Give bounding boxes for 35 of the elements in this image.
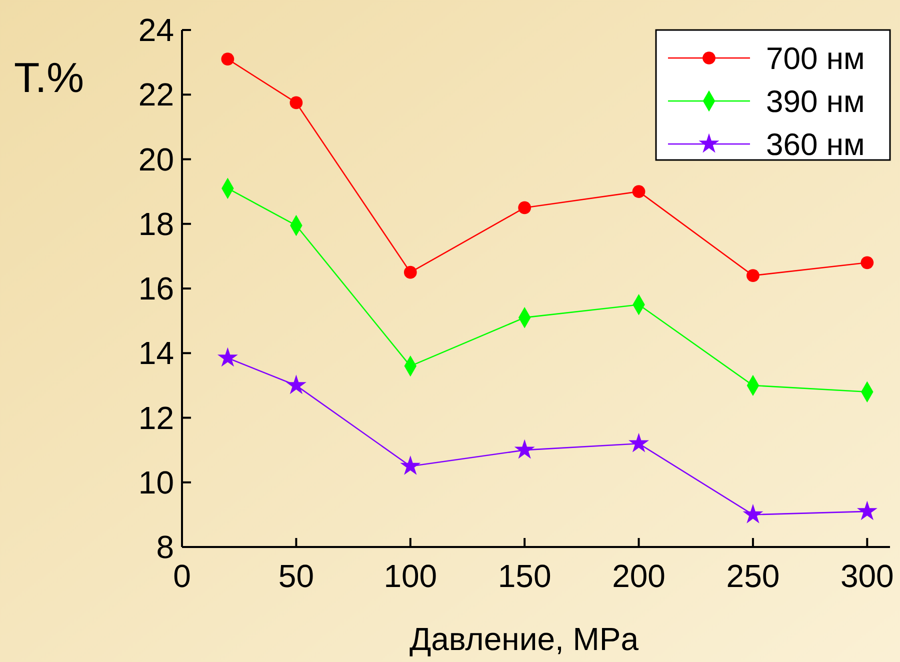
y-tick-label: 8 xyxy=(156,529,174,565)
point xyxy=(860,256,874,270)
x-tick-label: 250 xyxy=(726,558,780,594)
y-tick-label: 12 xyxy=(138,400,174,436)
x-tick-label: 100 xyxy=(384,558,438,594)
y-tick-label: 14 xyxy=(138,335,174,372)
y-tick-label: 20 xyxy=(138,141,174,178)
point xyxy=(290,96,303,110)
point xyxy=(286,374,306,394)
y-tick-label: 18 xyxy=(138,206,174,242)
point xyxy=(856,500,878,520)
y-tick-label: 22 xyxy=(138,76,174,113)
x-tick-label: 300 xyxy=(840,558,894,594)
y-tick-label: 24 xyxy=(138,12,174,48)
y-tick-label: 16 xyxy=(138,270,174,306)
point xyxy=(518,201,532,214)
point xyxy=(404,266,417,279)
x-tick-label: 50 xyxy=(278,558,314,594)
y-axis-title: T.% xyxy=(14,54,84,101)
point xyxy=(400,455,421,475)
x-axis-title: Давление, MPa xyxy=(409,621,639,657)
point xyxy=(746,269,760,282)
x-tick-label: 0 xyxy=(173,558,191,594)
point xyxy=(221,52,234,66)
point xyxy=(742,504,764,524)
legend-label: 700 нм xyxy=(766,41,865,76)
x-tick-label: 150 xyxy=(498,558,552,594)
point xyxy=(632,185,646,198)
point xyxy=(514,439,535,459)
legend-label: 360 нм xyxy=(766,127,865,162)
x-tick-label: 200 xyxy=(612,558,666,594)
legend-label: 390 нм xyxy=(766,84,865,119)
point xyxy=(217,347,238,367)
point xyxy=(628,432,650,452)
y-tick-label: 10 xyxy=(138,464,174,500)
